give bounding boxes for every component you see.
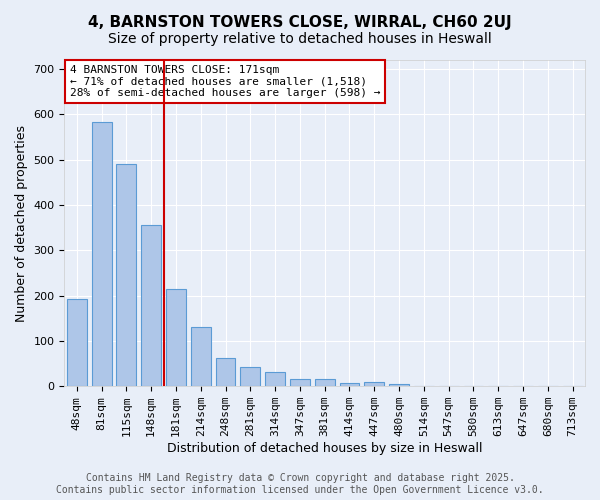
Bar — [166, 289, 186, 386]
Bar — [92, 122, 112, 386]
Text: Size of property relative to detached houses in Heswall: Size of property relative to detached ho… — [108, 32, 492, 46]
Bar — [389, 384, 409, 386]
Bar — [116, 164, 136, 386]
Bar — [315, 380, 335, 386]
Text: 4 BARNSTON TOWERS CLOSE: 171sqm
← 71% of detached houses are smaller (1,518)
28%: 4 BARNSTON TOWERS CLOSE: 171sqm ← 71% of… — [70, 65, 380, 98]
Bar — [241, 367, 260, 386]
Bar — [364, 382, 384, 386]
Bar — [340, 382, 359, 386]
Bar — [141, 226, 161, 386]
Bar — [290, 380, 310, 386]
X-axis label: Distribution of detached houses by size in Heswall: Distribution of detached houses by size … — [167, 442, 482, 455]
Bar — [191, 328, 211, 386]
Y-axis label: Number of detached properties: Number of detached properties — [15, 124, 28, 322]
Bar — [215, 358, 235, 386]
Text: Contains HM Land Registry data © Crown copyright and database right 2025.
Contai: Contains HM Land Registry data © Crown c… — [56, 474, 544, 495]
Bar — [67, 299, 87, 386]
Bar — [265, 372, 285, 386]
Text: 4, BARNSTON TOWERS CLOSE, WIRRAL, CH60 2UJ: 4, BARNSTON TOWERS CLOSE, WIRRAL, CH60 2… — [88, 15, 512, 30]
